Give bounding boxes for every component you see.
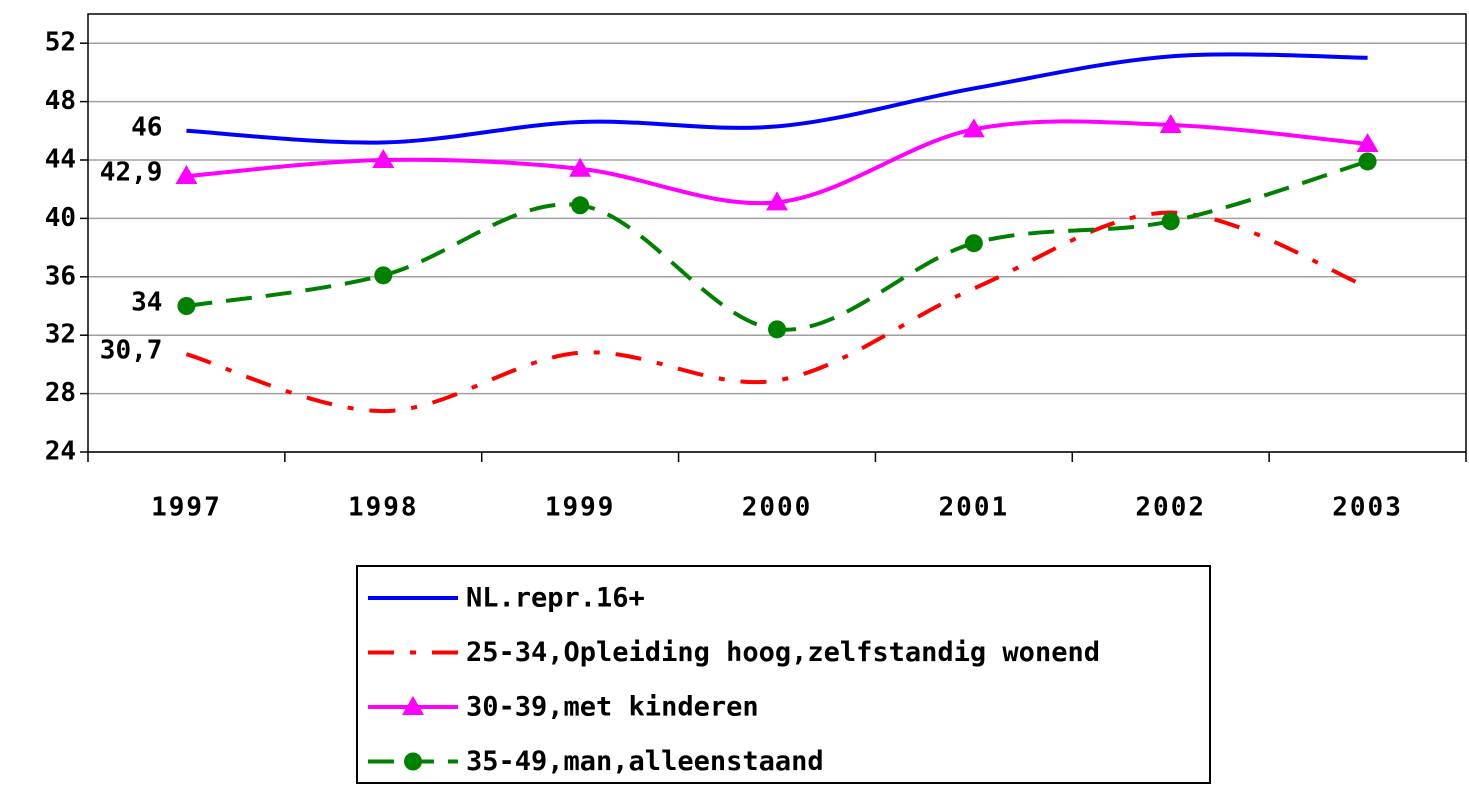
- y-tick-label: 32: [45, 320, 76, 350]
- point-marker: [177, 297, 196, 315]
- point-marker: [1358, 152, 1377, 171]
- series-line: [186, 52, 1368, 145]
- y-tick-label: 24: [45, 437, 76, 467]
- x-tick-label: 2003: [1332, 493, 1403, 523]
- series-line: [185, 210, 1369, 414]
- data-label: 34: [131, 288, 162, 318]
- y-tick-label: 40: [45, 203, 76, 233]
- x-tick-label: 1997: [151, 493, 222, 523]
- legend-label: 35-49,man,alleenstaand: [466, 746, 824, 777]
- point-marker: [768, 320, 786, 339]
- point-marker: [1356, 132, 1379, 152]
- point-marker: [964, 234, 983, 253]
- point-marker: [569, 157, 592, 177]
- x-tick-label: 2000: [742, 493, 813, 523]
- x-tick-label: 1998: [348, 493, 419, 523]
- data-label: 30,7: [100, 336, 163, 366]
- y-tick-label: 44: [45, 145, 76, 175]
- point-marker: [766, 191, 788, 211]
- point-marker: [374, 266, 393, 285]
- point-marker: [372, 149, 395, 168]
- y-tick-label: 48: [45, 86, 76, 116]
- legend-marker: [404, 752, 422, 771]
- legend-marker: [402, 696, 424, 715]
- y-tick-label: 52: [45, 28, 76, 58]
- point-marker: [1159, 113, 1182, 133]
- x-tick-label: 2001: [939, 493, 1010, 523]
- legend-label: 30-39,met kinderen: [466, 692, 759, 723]
- x-tick-label: 1999: [545, 493, 616, 523]
- data-label: 42,9: [100, 158, 163, 188]
- y-tick-label: 36: [45, 261, 76, 291]
- data-label: 46: [131, 112, 162, 142]
- plot-frame: [87, 13, 1467, 453]
- point-marker: [175, 165, 198, 185]
- legend-label: NL.repr.16+: [466, 583, 645, 614]
- legend-label: 25-34,Opleiding hoog,zelfstandig wonend: [466, 637, 1100, 668]
- series-line: [186, 159, 1369, 332]
- y-tick-label: 28: [45, 378, 76, 408]
- series-line: [186, 119, 1368, 206]
- point-marker: [1161, 212, 1180, 231]
- point-marker: [571, 196, 590, 215]
- legend-box: [356, 565, 1211, 784]
- point-marker: [962, 118, 985, 138]
- x-tick-label: 2002: [1135, 493, 1206, 523]
